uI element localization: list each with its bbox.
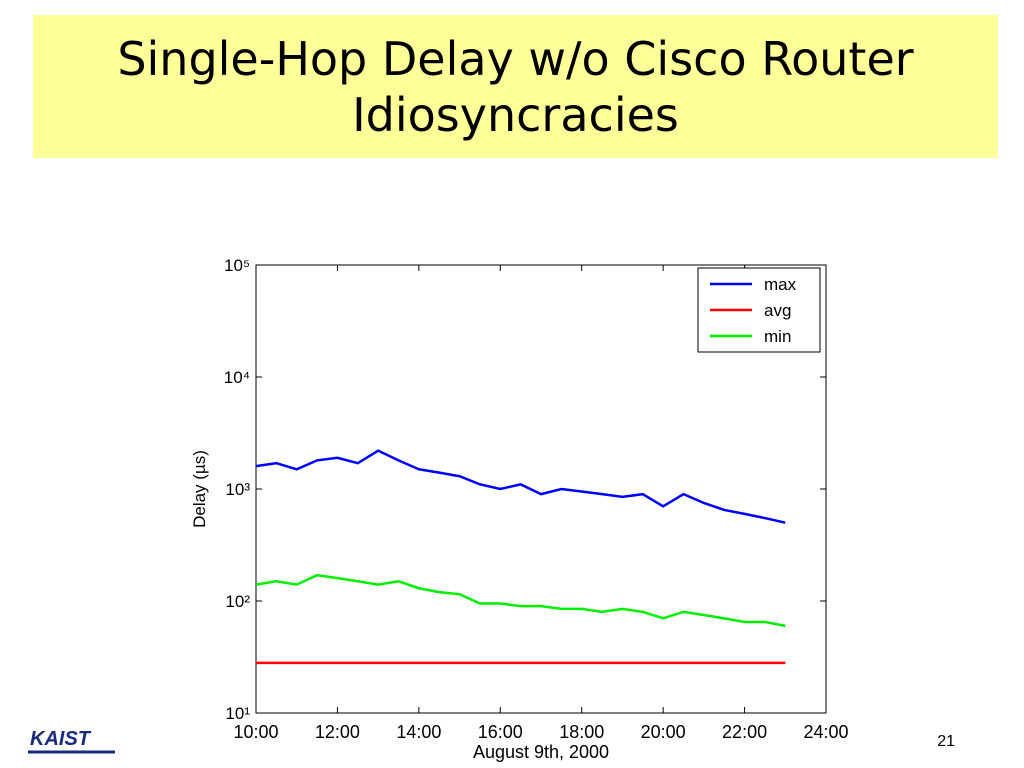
legend-label: avg [764,301,791,320]
x-tick-label: 22:00 [722,722,767,742]
page-number: 21 [937,733,955,750]
x-tick-label: 10:00 [233,722,278,742]
y-axis-label: Delay (µs) [190,450,209,528]
y-tick-label: 10⁴ [224,368,250,387]
x-tick-label: 20:00 [641,722,686,742]
y-tick-label: 10³ [225,480,250,499]
logo: KAIST [30,728,92,750]
series-line [255,449,786,524]
x-tick-label: 12:00 [315,722,360,742]
x-tick-label: 14:00 [396,722,441,742]
legend-label: max [764,275,797,294]
y-tick-label: 10⁵ [224,256,250,275]
x-tick-label: 24:00 [803,722,848,742]
y-tick-label: 10¹ [225,704,250,723]
x-tick-label: 18:00 [559,722,604,742]
legend-label: min [764,327,791,346]
slide-title: Single-Hop Delay w/o Cisco Router Idiosy… [33,15,998,158]
x-tick-label: 16:00 [478,722,523,742]
series-line [255,573,786,628]
x-axis-label: August 9th, 2000 [473,742,609,762]
y-tick-label: 10² [225,592,250,611]
